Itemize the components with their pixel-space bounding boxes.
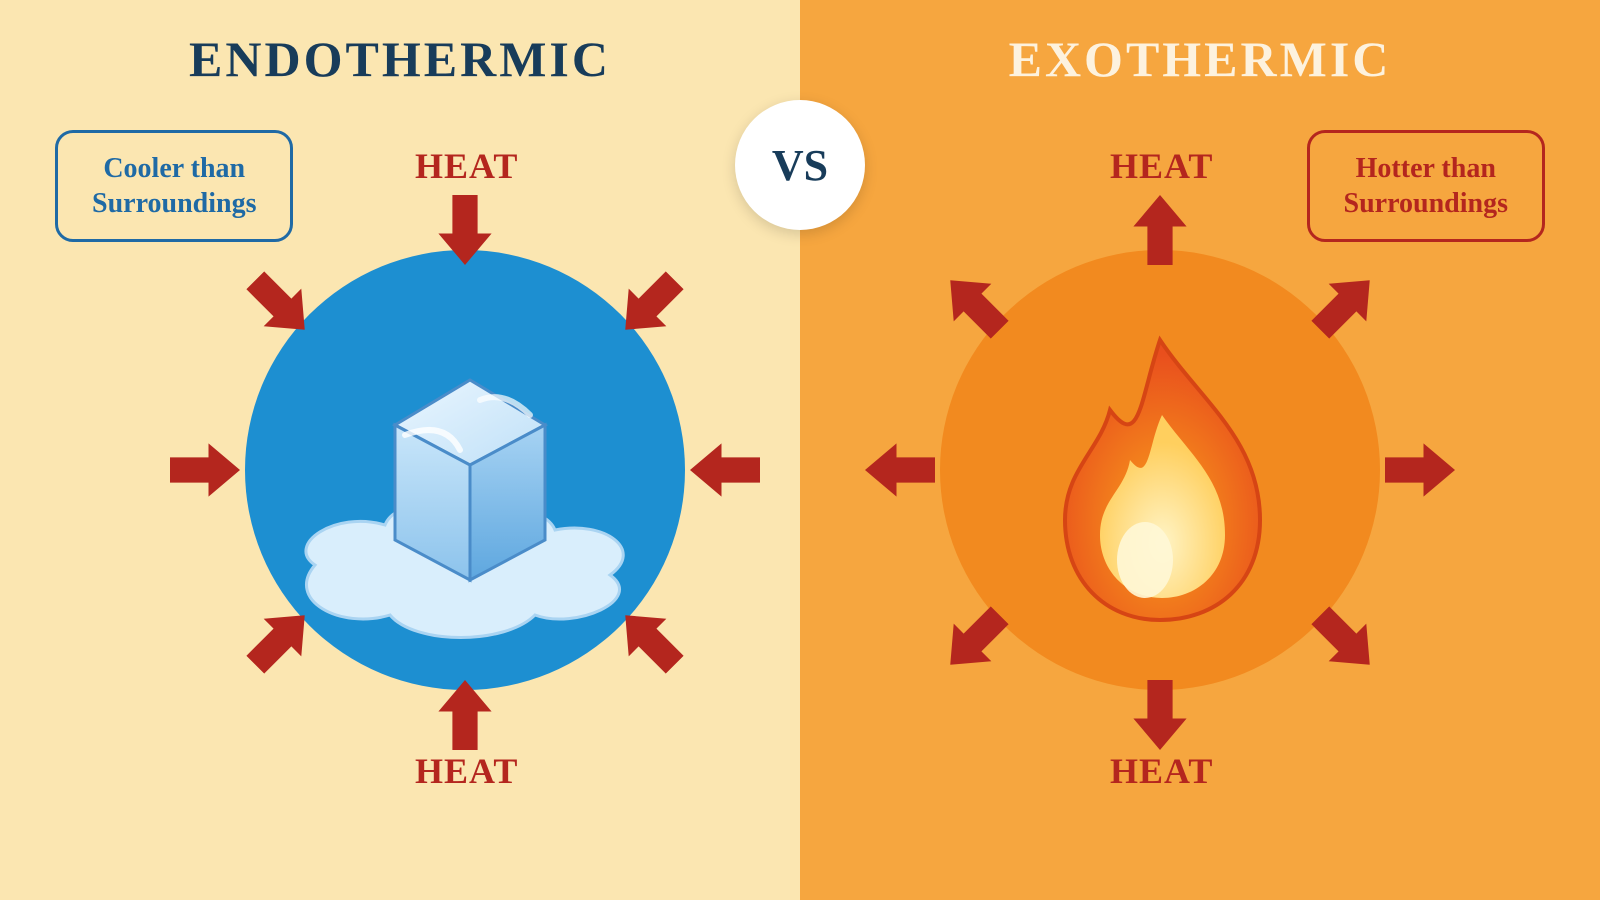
badge-line1: Cooler than: [103, 153, 245, 184]
heat-label-bottom: HEAT: [1110, 750, 1213, 792]
vs-badge: VS: [735, 100, 865, 230]
heat-label-top: HEAT: [1110, 145, 1213, 187]
heat-arrow-out-icon: [1125, 680, 1195, 750]
badge-line2: Surroundings: [92, 188, 256, 219]
heat-arrow-in-icon: [430, 195, 500, 265]
exothermic-title: EXOTHERMIC: [800, 30, 1600, 88]
badge-line2: Surroundings: [1344, 188, 1508, 219]
heat-arrow-out-icon: [1385, 435, 1455, 505]
exothermic-circle-group: HEAT HEAT: [940, 250, 1380, 690]
heat-arrow-out-icon: [865, 435, 935, 505]
heat-arrow-in-icon: [690, 435, 760, 505]
hotter-badge: Hotter than Surroundings: [1307, 130, 1545, 242]
infographic-stage: ENDOTHERMIC Cooler than Surroundings EXO…: [0, 0, 1600, 900]
cooler-badge: Cooler than Surroundings: [55, 130, 293, 242]
endothermic-circle-group: HEAT HEAT: [245, 250, 685, 690]
heat-arrow-in-icon: [430, 680, 500, 750]
badge-line1: Hotter than: [1356, 153, 1496, 184]
endothermic-title: ENDOTHERMIC: [0, 30, 800, 88]
heat-arrow-out-icon: [1125, 195, 1195, 265]
heat-arrow-in-icon: [170, 435, 240, 505]
heat-label-bottom: HEAT: [415, 750, 518, 792]
heat-label-top: HEAT: [415, 145, 518, 187]
